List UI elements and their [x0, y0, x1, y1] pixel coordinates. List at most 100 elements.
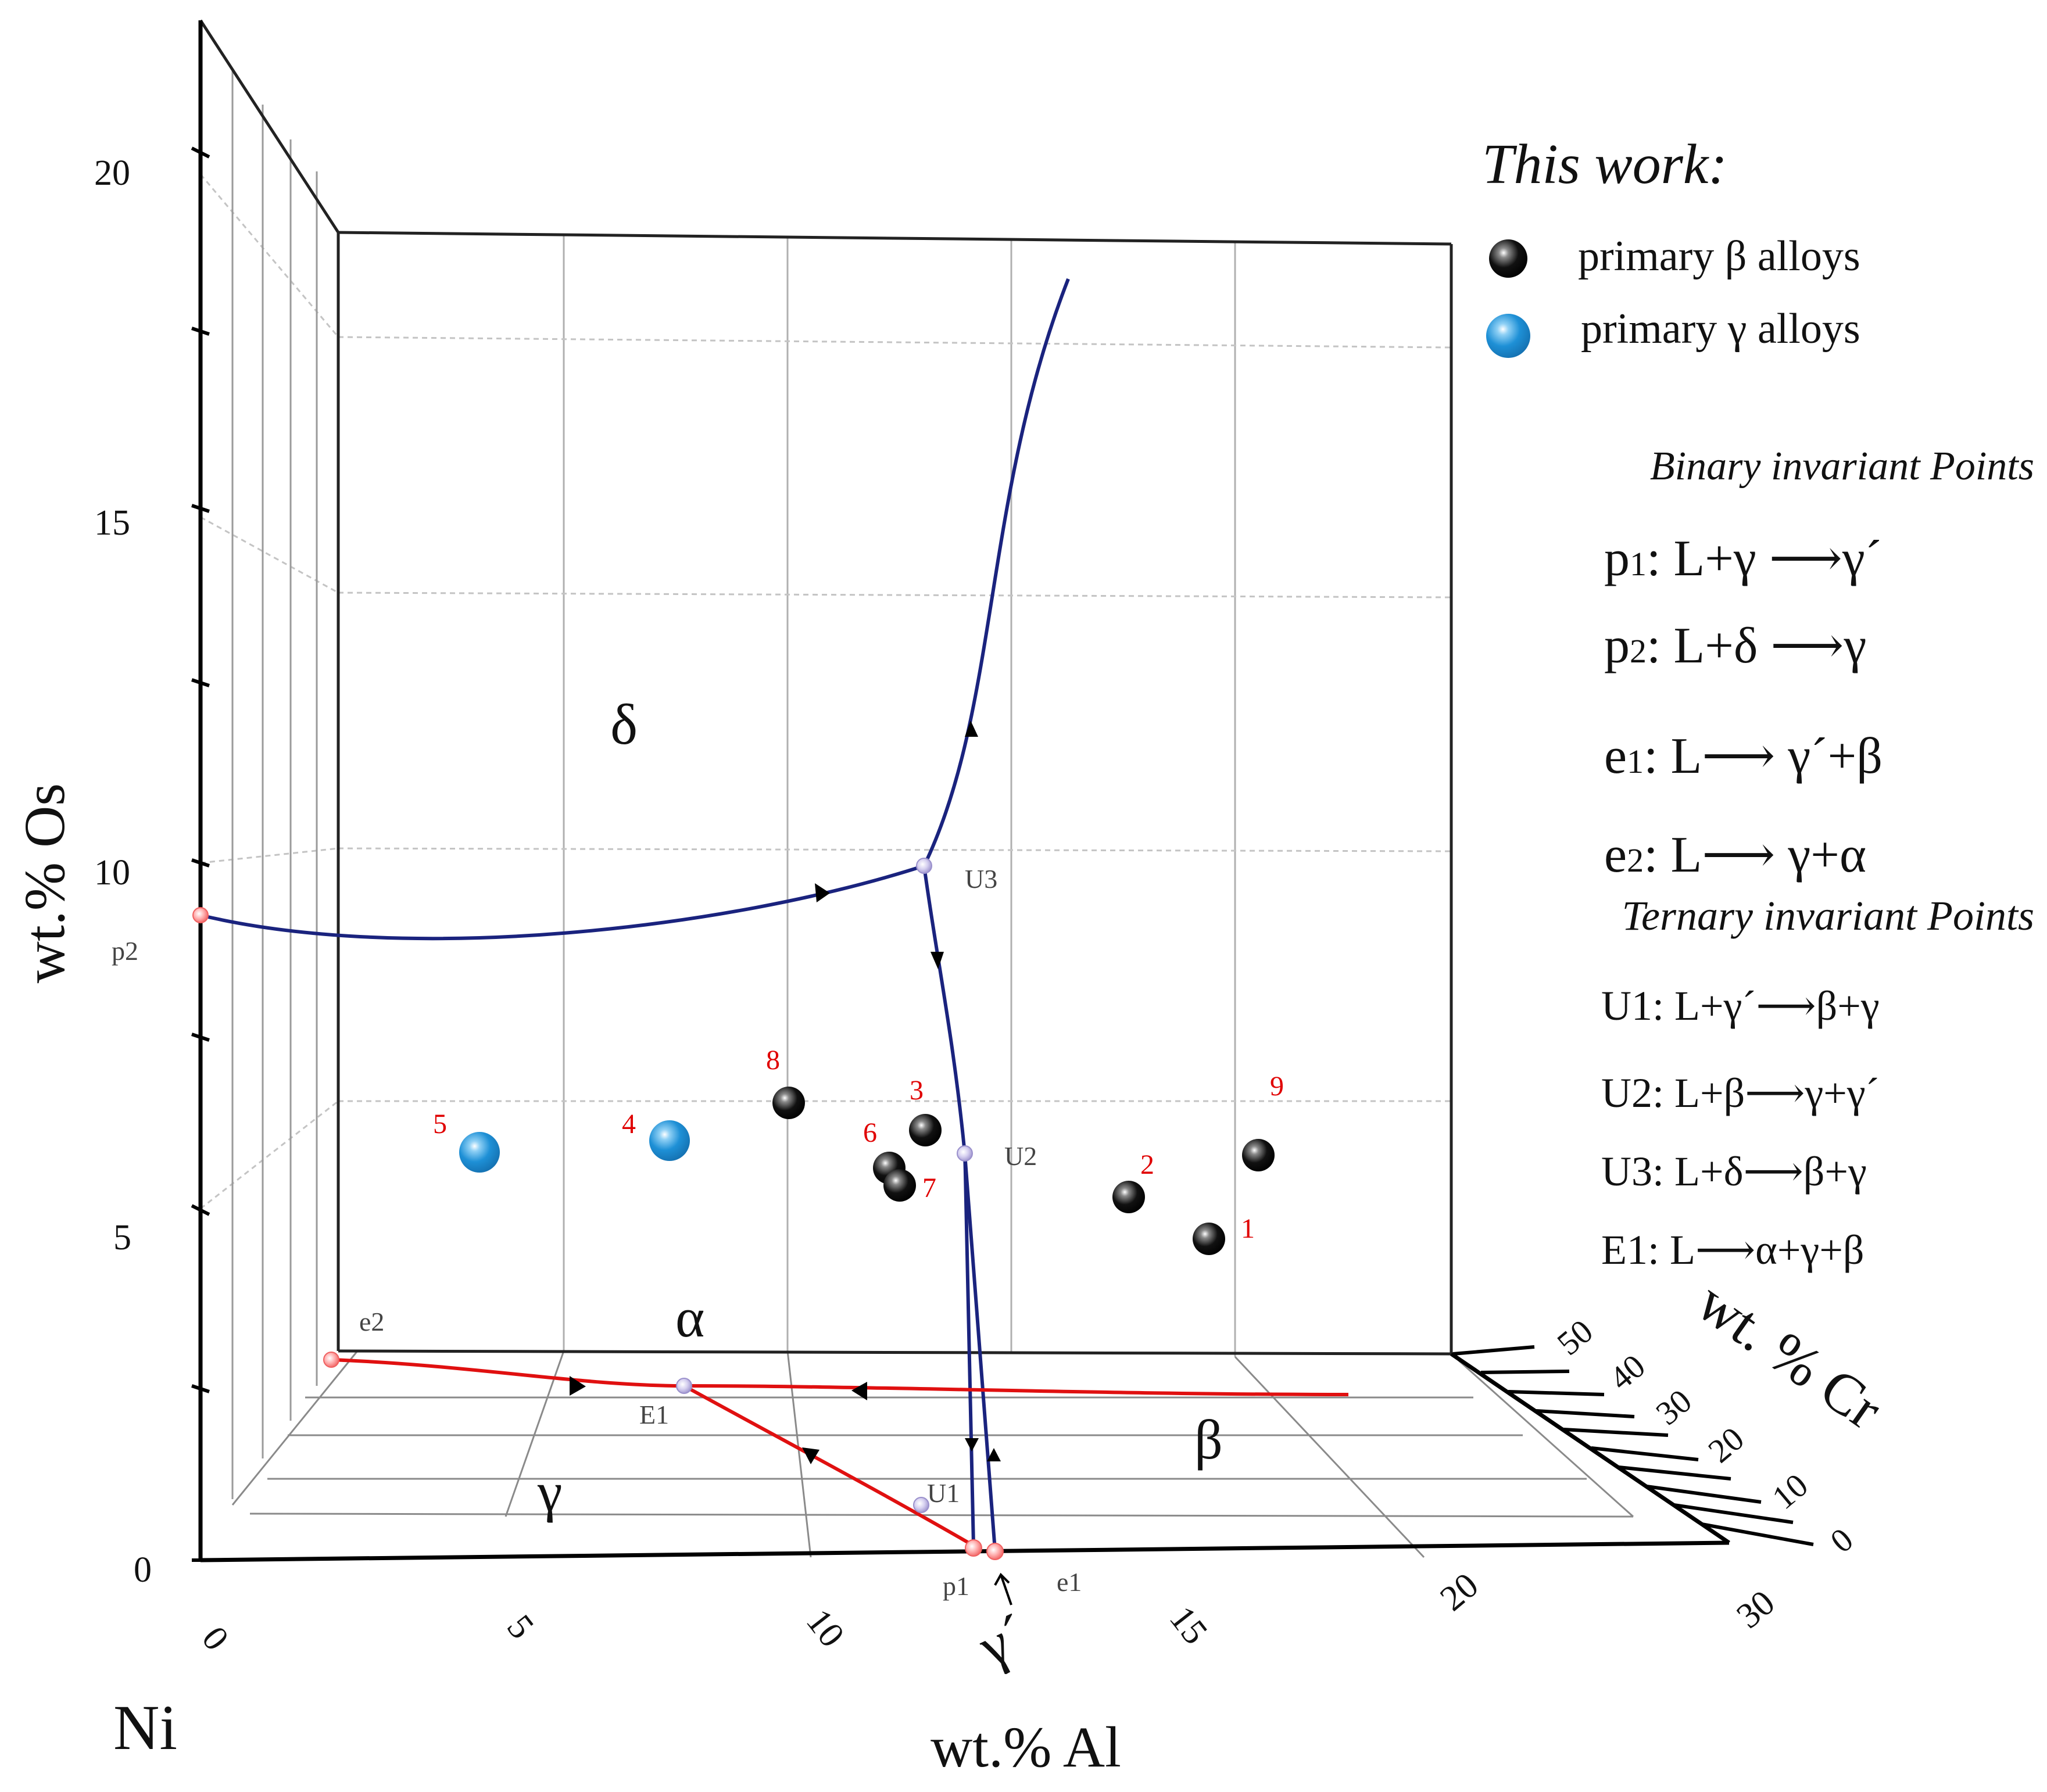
binary-e1-sub: 1 [1627, 743, 1644, 780]
point-p2 [192, 907, 209, 923]
legend-gamma-label: primary γ alloys [1581, 305, 1860, 353]
arrow-mark [931, 952, 944, 969]
ternary-U1: U1: L+γ´⟶β+γ [1601, 983, 1880, 1029]
region-beta: β [1194, 1408, 1223, 1471]
alloy-5-sphere [459, 1132, 500, 1173]
binary-p2: p2: L+δ ⟶γ [1604, 618, 1866, 674]
cr-tick-40: 40 [1602, 1347, 1652, 1397]
back-wall-verticals [563, 235, 1236, 1357]
binary-p1: p1: L+γ ⟶γ´ [1604, 531, 1882, 587]
blue-curve-U2-U1 [963, 1153, 975, 1546]
alloy-label-4: 4 [622, 1109, 636, 1139]
al-tick-5: 5 [499, 1608, 542, 1646]
blue-curve-U2-e1 [963, 1153, 997, 1551]
box-grid [191, 19, 1814, 1562]
os-tick-15: 15 [94, 503, 130, 543]
cr-tick-30: 30 [1649, 1382, 1699, 1432]
cr-tick-10: 10 [1765, 1466, 1815, 1517]
binary-e2-sub: 2 [1627, 841, 1644, 879]
os-tick-labels: 0 5 10 15 20 [94, 153, 152, 1590]
legend-beta-sphere [1489, 239, 1527, 278]
alloy-labels: 1 2 3 4 5 6 7 8 9 [433, 1045, 1284, 1244]
region-gamma-prime: γ´ [968, 1602, 1037, 1680]
alloy-label-6: 6 [863, 1117, 877, 1148]
binary-e1: e1: L⟶ γ´+β [1604, 728, 1883, 784]
cr-tick-50: 50 [1550, 1312, 1600, 1363]
label-p1: p1 [943, 1571, 969, 1601]
alloy-2-sphere [1112, 1181, 1145, 1213]
cr-tick-0: 0 [1823, 1521, 1860, 1560]
alloy-label-3: 3 [910, 1075, 924, 1106]
os-tick-10: 10 [94, 853, 130, 893]
liquidus-curves [200, 278, 1349, 1551]
binary-e1-symbol: e [1604, 728, 1627, 784]
alloy-7-sphere [883, 1169, 916, 1202]
cr-axis-tick-marks [1452, 1345, 1814, 1546]
blue-curve-p2-U3 [200, 864, 925, 941]
point-U3 [916, 858, 932, 874]
binary-e2-symbol: e [1604, 827, 1627, 883]
arrow-mark [851, 1382, 867, 1400]
al-tick-15: 15 [1162, 1599, 1215, 1652]
al-tick-30: 30 [1729, 1583, 1782, 1636]
gamma-prime-pointer [994, 1572, 1012, 1605]
ternary-U3: U3: L+δ⟶β+γ [1601, 1148, 1867, 1195]
legend-beta-label: primary β alloys [1578, 232, 1860, 280]
region-gamma: γ [537, 1461, 562, 1523]
alloy-1-sphere [1193, 1223, 1225, 1255]
binary-heading: Binary invariant Points [1650, 444, 2034, 489]
al-tick-20: 20 [1433, 1565, 1486, 1619]
binary-e2: e2: L⟶ γ+α [1604, 827, 1866, 883]
arrow-mark [965, 721, 978, 737]
al-tick-0: 0 [194, 1619, 237, 1658]
os-axis-title: wt.% Os [12, 783, 77, 983]
al-tick-10: 10 [799, 1602, 852, 1655]
alloy-label-1: 1 [1241, 1213, 1255, 1244]
region-delta: δ [610, 692, 638, 757]
legend-gamma-sphere [1486, 314, 1530, 358]
cr-axis-title: wt. % Cr [1686, 1269, 1894, 1441]
invariant-point-labels: p2 e2 U3 U2 U1 E1 p1 e1 [112, 864, 1082, 1601]
curve-arrows [570, 721, 1001, 1464]
alloy-4-sphere [649, 1120, 690, 1161]
binary-p1-reaction: : L+γ ⟶γ´ [1647, 531, 1882, 587]
point-e1 [986, 1543, 1004, 1560]
ternary-heading: Ternary invariant Points [1622, 893, 2034, 939]
binary-p2-sub: 2 [1630, 632, 1647, 670]
alloy-label-5: 5 [433, 1109, 447, 1139]
point-U1 [913, 1497, 929, 1513]
point-e2 [323, 1352, 339, 1368]
alloy-spheres [459, 1087, 1275, 1255]
label-E1: E1 [639, 1400, 669, 1429]
binary-e2-reaction: : L⟶ γ+α [1644, 827, 1866, 883]
red-curve-beta-E1 [683, 1384, 1349, 1396]
red-curve-E1-p1 [683, 1384, 975, 1547]
blue-curve-U3-U2 [922, 865, 967, 1154]
red-curve-e2-E1 [331, 1358, 685, 1388]
region-alpha: α [675, 1286, 704, 1349]
alloy-label-8: 8 [766, 1045, 780, 1076]
legend-heading: This work: [1482, 133, 1727, 196]
alloy-8-sphere [772, 1087, 805, 1119]
binary-p1-symbol: p [1604, 531, 1630, 587]
invariant-point-markers [192, 858, 1004, 1560]
point-E1 [676, 1378, 692, 1394]
legend: This work: primary β alloys primary γ al… [1482, 133, 2034, 1273]
blue-curve-top-U3 [922, 278, 1070, 867]
label-U2: U2 [1004, 1141, 1037, 1171]
main-axes [198, 20, 1730, 1562]
point-U2 [957, 1145, 973, 1162]
alloy-9-sphere [1242, 1139, 1275, 1171]
floor-grid [231, 1350, 1634, 1558]
arrow-mark [815, 883, 830, 902]
binary-p2-symbol: p [1604, 618, 1630, 674]
binary-p2-reaction: : L+δ ⟶γ [1647, 618, 1866, 674]
os-tick-20: 20 [94, 153, 130, 193]
arrow-mark [570, 1376, 586, 1396]
binary-e1-reaction: : L⟶ γ´+β [1644, 728, 1883, 784]
label-p2: p2 [112, 936, 138, 966]
cr-tick-20: 20 [1701, 1420, 1751, 1470]
al-axis-title: wt.% Al [931, 1715, 1121, 1779]
